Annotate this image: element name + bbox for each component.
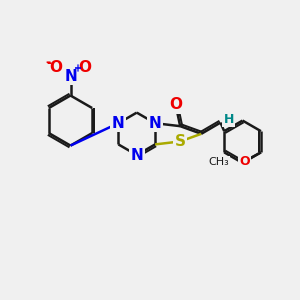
Text: O: O — [239, 155, 250, 168]
Text: O: O — [79, 61, 92, 76]
Text: N: N — [130, 148, 143, 163]
Text: O: O — [79, 60, 92, 75]
Text: +: + — [73, 63, 81, 73]
Text: H: H — [224, 112, 234, 126]
Text: O: O — [49, 61, 62, 76]
Text: -: - — [47, 57, 52, 70]
Text: +: + — [73, 64, 81, 74]
Text: N: N — [149, 116, 161, 131]
Text: CH₃: CH₃ — [209, 157, 230, 167]
Text: S: S — [175, 134, 186, 149]
Text: O: O — [169, 98, 182, 112]
Text: N: N — [112, 116, 125, 131]
Text: -: - — [46, 56, 51, 69]
Text: N: N — [64, 69, 77, 84]
Text: O: O — [49, 60, 62, 75]
Text: N: N — [64, 69, 77, 84]
